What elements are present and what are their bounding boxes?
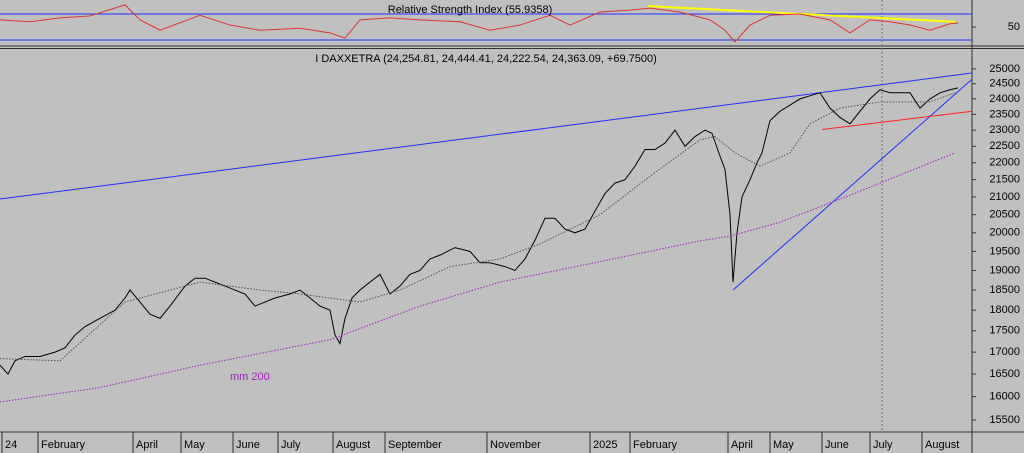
y-tick-label: 22000 bbox=[989, 157, 1020, 169]
x-tick-label: July bbox=[873, 439, 893, 451]
chart-title: I DAXXETRA (24,254.81, 24,444.41, 24,222… bbox=[315, 53, 657, 65]
chart-title: Relative Strength Index (55.9358) bbox=[388, 4, 553, 16]
y-tick-label: 15500 bbox=[989, 414, 1020, 426]
y-tick-label: 24000 bbox=[989, 93, 1020, 105]
y-tick-label: 17000 bbox=[989, 346, 1020, 358]
y-tick-label: 19000 bbox=[989, 264, 1020, 276]
y-tick-label: 17500 bbox=[989, 325, 1020, 337]
y-tick-label: 21000 bbox=[989, 191, 1020, 203]
y-tick-label: 22500 bbox=[989, 140, 1020, 152]
y-tick-label: 50 bbox=[1008, 21, 1020, 33]
y-tick-label: 21500 bbox=[989, 174, 1020, 186]
x-tick-label: September bbox=[388, 439, 442, 451]
x-tick-label: June bbox=[825, 439, 849, 451]
x-tick-label: August bbox=[925, 439, 959, 451]
x-tick-label: July bbox=[281, 439, 301, 451]
y-tick-label: 23000 bbox=[989, 124, 1020, 136]
trend-line bbox=[732, 78, 973, 291]
y-tick-label: 16500 bbox=[989, 368, 1020, 380]
x-tick-label: April bbox=[731, 439, 753, 451]
x-tick-label: June bbox=[236, 439, 260, 451]
y-tick-label: 23500 bbox=[989, 108, 1020, 120]
y-tick-label: 24500 bbox=[989, 78, 1020, 90]
series-line bbox=[0, 87, 959, 375]
x-tick-label: August bbox=[336, 439, 370, 451]
series-line bbox=[0, 4, 959, 43]
trend-line bbox=[0, 72, 973, 200]
x-tick-label: May bbox=[773, 439, 794, 451]
y-tick-label: 18000 bbox=[989, 304, 1020, 316]
y-tick-label: 20500 bbox=[989, 209, 1020, 221]
trend-line bbox=[821, 110, 973, 130]
x-tick-label: November bbox=[490, 439, 541, 451]
x-tick-label: 2025 bbox=[593, 439, 617, 451]
y-tick-label: 20000 bbox=[989, 227, 1020, 239]
series-line bbox=[0, 152, 956, 403]
y-tick-label: 16000 bbox=[989, 391, 1020, 403]
x-tick-label: 24 bbox=[5, 439, 17, 451]
series-label: mm 200 bbox=[230, 371, 270, 383]
x-tick-label: February bbox=[633, 439, 678, 451]
x-tick-label: February bbox=[41, 439, 86, 451]
x-tick-label: May bbox=[184, 439, 205, 451]
y-tick-label: 25000 bbox=[989, 63, 1020, 75]
x-tick-label: April bbox=[136, 439, 158, 451]
y-tick-label: 19500 bbox=[989, 245, 1020, 257]
y-tick-label: 18500 bbox=[989, 284, 1020, 296]
